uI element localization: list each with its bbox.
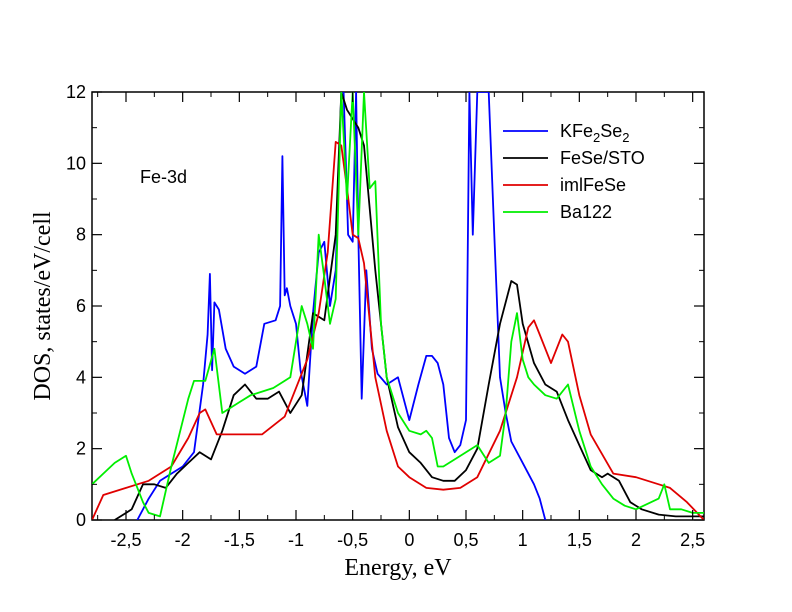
series-line-ba122 bbox=[92, 92, 704, 518]
x-tick-label: -0,5 bbox=[337, 530, 368, 550]
x-tick-label: 2,5 bbox=[680, 530, 705, 550]
y-tick-label: 10 bbox=[66, 153, 86, 173]
x-tick-label: -2 bbox=[175, 530, 191, 550]
x-tick-label: 0 bbox=[404, 530, 414, 550]
y-tick-label: 2 bbox=[76, 439, 86, 459]
y-tick-label: 8 bbox=[76, 225, 86, 245]
y-axis-ticks: 0 2 4 6 8 10 12 bbox=[66, 82, 704, 530]
x-tick-label: 1,5 bbox=[567, 530, 592, 550]
x-axis-title: Energy, eV bbox=[344, 555, 452, 581]
y-tick-label: 4 bbox=[76, 367, 86, 387]
legend-label-imlfese: imlFeSe bbox=[560, 175, 626, 195]
legend: KFe2Se2 FeSe/STO imlFeSe Ba122 bbox=[503, 121, 645, 222]
legend-label-fese-sto: FeSe/STO bbox=[560, 148, 645, 168]
series-layer bbox=[92, 92, 704, 520]
x-axis-ticks: -2,5 -2 -1,5 -1 -0,5 0 0,5 1 1,5 2 2,5 bbox=[97, 92, 705, 550]
y-tick-label: 12 bbox=[66, 82, 86, 102]
x-tick-label: -2,5 bbox=[110, 530, 141, 550]
x-tick-label: 2 bbox=[631, 530, 641, 550]
y-axis-title: DOS, states/eV/cell bbox=[30, 211, 56, 401]
x-tick-label: -1,5 bbox=[224, 530, 255, 550]
legend-label-kfe2se2: KFe2Se2 bbox=[560, 121, 630, 145]
legend-label-ba122: Ba122 bbox=[560, 202, 612, 222]
series-line-fese-sto bbox=[114, 92, 704, 520]
y-tick-label: 0 bbox=[76, 510, 86, 530]
x-tick-label: 1 bbox=[518, 530, 528, 550]
annotation-fe-3d: Fe-3d bbox=[140, 167, 187, 187]
x-tick-label: 0,5 bbox=[453, 530, 478, 550]
series-line-imlfese bbox=[92, 141, 704, 520]
x-tick-label: -1 bbox=[288, 530, 304, 550]
y-tick-label: 6 bbox=[76, 296, 86, 316]
